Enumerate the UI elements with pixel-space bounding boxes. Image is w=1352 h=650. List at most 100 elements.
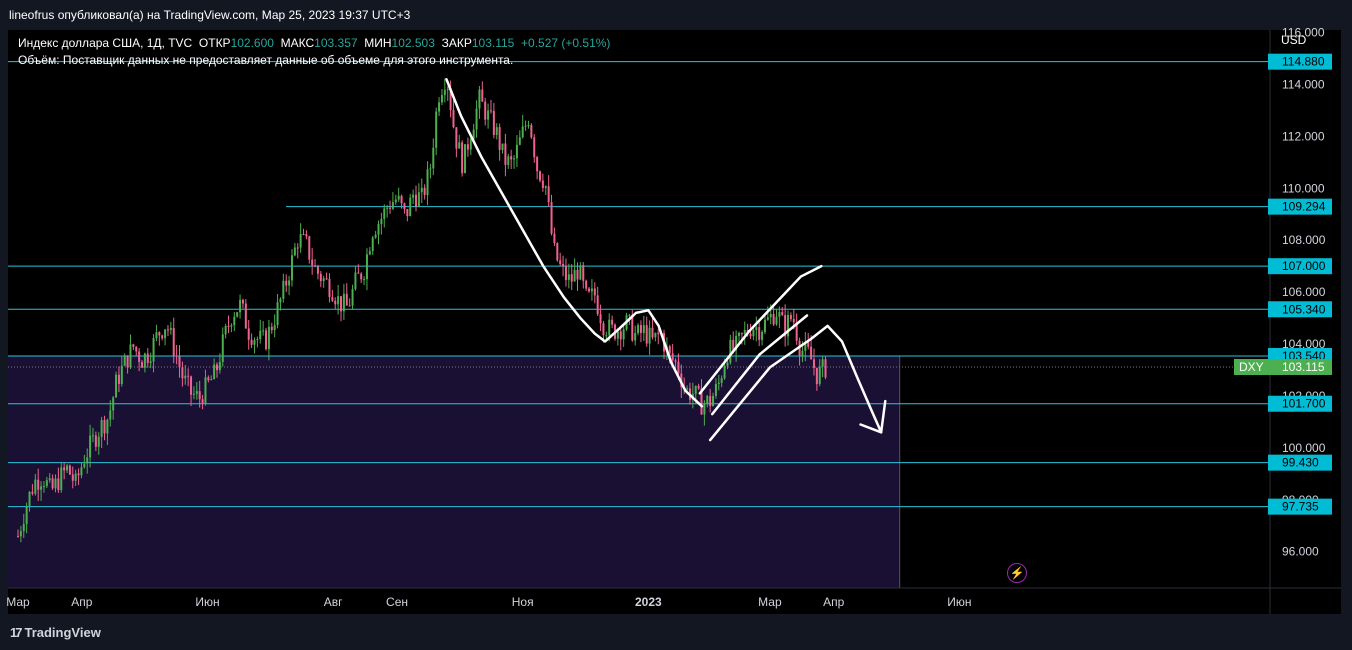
candle-body	[740, 333, 743, 335]
candle-body	[443, 89, 446, 96]
candle-body	[89, 435, 92, 458]
candle-body	[567, 274, 570, 280]
candle-body	[68, 465, 71, 475]
candle-body	[259, 330, 262, 340]
candle-body	[639, 325, 642, 333]
candle-body	[801, 350, 804, 356]
candle-body	[484, 101, 487, 120]
candle-body	[166, 329, 169, 331]
candle-body	[316, 266, 319, 274]
time-tick-label: Ноя	[512, 595, 534, 609]
candle-body	[539, 171, 542, 181]
candle-body	[328, 278, 331, 298]
candle-body	[792, 319, 795, 323]
candle-body	[345, 293, 348, 306]
hand-drawn-curve-drawing[interactable]	[445, 78, 704, 408]
candle-body	[31, 491, 34, 494]
level-price-badge	[1268, 454, 1332, 471]
candle-body	[766, 317, 769, 320]
candle-body	[57, 478, 60, 491]
candle-body	[187, 375, 190, 377]
candle-body	[518, 137, 521, 145]
candle-body	[74, 473, 77, 481]
candle-body	[510, 156, 513, 160]
candle-body	[71, 474, 74, 481]
symbol-title: Индекс доллара США, 1Д, TVC	[18, 36, 193, 50]
rectangle-zone[interactable]	[8, 355, 900, 588]
candle-body	[406, 209, 409, 217]
candle-body	[135, 346, 138, 352]
candle-body	[34, 479, 37, 494]
candle-body	[596, 295, 599, 315]
candle-body	[564, 266, 567, 280]
candle-body	[115, 374, 118, 398]
candle-body	[755, 327, 758, 331]
candle-body	[438, 102, 441, 112]
volume-note: Объём: Поставщик данных не предоставляет…	[18, 53, 514, 67]
candle-body	[184, 375, 187, 379]
channel-lower-and-arrow-drawing[interactable]	[708, 324, 883, 442]
candle-body	[714, 384, 717, 396]
candle-body	[515, 144, 518, 159]
candle-body	[487, 110, 490, 120]
channel-middle-line-drawing[interactable]	[710, 314, 809, 416]
candle-body	[530, 125, 533, 138]
candle-body	[492, 110, 495, 135]
candle-body	[504, 143, 507, 165]
candle-body	[325, 278, 328, 280]
candle-body	[210, 379, 213, 381]
symbol-legend: Индекс доллара США, 1Д, TVC ОТКР102.600 …	[18, 36, 610, 50]
candle-body	[340, 296, 343, 312]
candle-body	[414, 194, 417, 207]
candle-body	[541, 180, 544, 188]
candle-body	[481, 89, 484, 102]
candle-body	[478, 89, 481, 109]
level-price-badge	[1268, 395, 1332, 412]
high-label: МАКС	[280, 36, 315, 50]
candle-body	[357, 272, 360, 274]
candle-body	[368, 251, 371, 255]
candle-body	[763, 319, 766, 332]
level-price-label: 109.294	[1282, 200, 1326, 214]
candle-body	[489, 110, 492, 112]
candle-body	[391, 202, 394, 209]
candle-body	[458, 142, 461, 149]
candle-body	[697, 385, 700, 389]
level-price-badge	[1268, 198, 1332, 215]
candle-body	[265, 330, 268, 350]
candle-body	[717, 382, 720, 385]
top-bar: lineofrus опубликовал(а) на TradingView.…	[0, 0, 1352, 30]
symbol-tag-badge	[1234, 359, 1268, 376]
candle-body	[446, 88, 449, 90]
channel-upper-line-drawing[interactable]	[698, 264, 823, 395]
candle-body	[322, 278, 325, 282]
candle-body	[311, 259, 314, 266]
candle-body	[305, 234, 308, 237]
candle-body	[723, 365, 726, 379]
candle-body	[749, 334, 752, 337]
candle-body	[267, 326, 270, 350]
candle-body	[611, 319, 614, 325]
candle-body	[547, 186, 550, 203]
level-price-badge	[1268, 258, 1332, 275]
candle-body	[106, 419, 109, 434]
candle-body	[227, 325, 230, 327]
candle-body	[207, 377, 210, 381]
price-tick-label: 104.000	[1282, 337, 1326, 351]
candle-body	[579, 265, 582, 280]
arrow-head-drawing[interactable]	[859, 399, 887, 434]
candle-body	[282, 280, 285, 299]
tradingview-logo-icon: 17	[10, 625, 23, 640]
candle-body	[585, 280, 588, 289]
lightning-icon[interactable]: ⚡	[1007, 563, 1027, 583]
candle-body	[239, 299, 242, 313]
level-price-label: 107.000	[1282, 259, 1326, 273]
candle-body	[804, 341, 807, 351]
candle-body	[279, 298, 282, 303]
candle-body	[475, 108, 478, 130]
candle-body	[48, 478, 51, 481]
candle-body	[40, 486, 43, 490]
candle-body	[605, 335, 608, 337]
change-value: +0.527 (+0.51%)	[521, 36, 611, 50]
